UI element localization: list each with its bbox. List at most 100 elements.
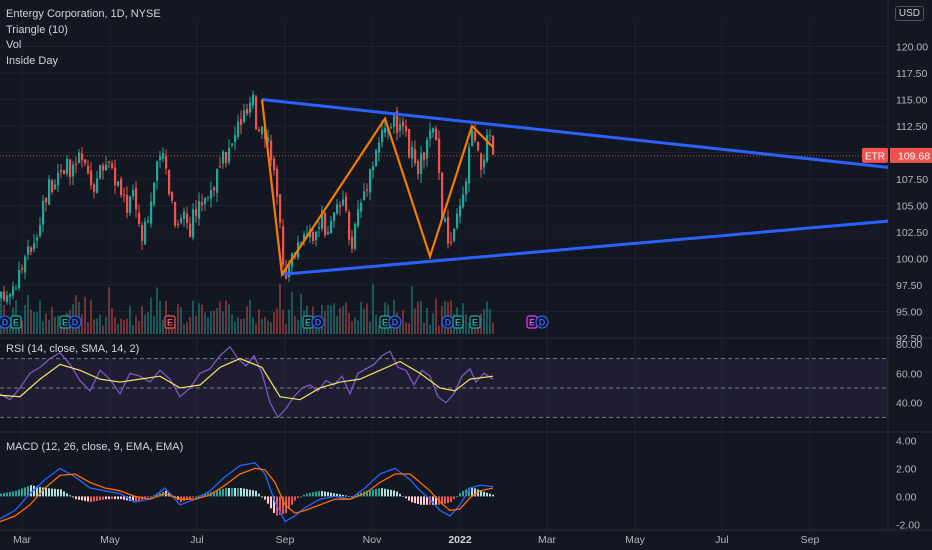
- macd-histogram-bar: [30, 485, 32, 497]
- candle-body: [51, 180, 54, 193]
- candle-body: [246, 108, 249, 114]
- candle-body: [63, 169, 66, 175]
- candle-body: [324, 212, 327, 236]
- macd-histogram-bar: [312, 492, 314, 497]
- candle-body: [408, 129, 411, 158]
- candle-body: [354, 223, 357, 249]
- volume-bar: [156, 287, 158, 334]
- macd-histogram-bar: [147, 496, 149, 498]
- volume-bar: [291, 291, 293, 334]
- volume-bar: [120, 318, 122, 334]
- indicator-volume[interactable]: Vol: [6, 39, 22, 51]
- macd-histogram-bar: [114, 496, 116, 500]
- dividend-event-icon[interactable]: D: [441, 315, 455, 329]
- event-shape: [164, 315, 176, 329]
- volume-bar: [81, 314, 83, 334]
- dividend-event-icon[interactable]: D: [311, 315, 325, 329]
- rsi-legend[interactable]: RSI (14, close, SMA, 14, 2): [6, 343, 140, 355]
- volume-bar: [117, 323, 119, 334]
- volume-bar: [375, 314, 377, 334]
- macd-histogram-bar: [72, 496, 74, 498]
- volume-bar: [102, 325, 104, 334]
- price-tick-label: 105.00: [896, 201, 928, 213]
- event-shape: [388, 315, 402, 329]
- event-shape: [452, 315, 464, 329]
- dividend-event-icon[interactable]: D: [68, 315, 82, 329]
- earnings-event-icon[interactable]: E: [469, 315, 481, 329]
- volume-bar: [399, 321, 401, 334]
- candle-body: [360, 202, 363, 212]
- triangle-pattern: [260, 99, 494, 278]
- macd-histogram-bar: [90, 496, 92, 502]
- candle-body: [333, 212, 336, 221]
- macd-histogram-bar: [417, 496, 419, 504]
- event-label: E: [167, 318, 173, 328]
- earnings-event-icon[interactable]: E: [452, 315, 464, 329]
- volume-bar: [402, 310, 404, 334]
- candle-body: [327, 232, 330, 235]
- volume-bar: [189, 316, 191, 334]
- macd-histogram-bar: [330, 492, 332, 497]
- candle-body: [402, 121, 405, 127]
- candle-body: [237, 121, 240, 137]
- dividend-event-icon[interactable]: D: [535, 315, 549, 329]
- event-label: D: [539, 318, 546, 328]
- chart-title[interactable]: Entergy Corporation, 1D, NYSE: [6, 8, 161, 20]
- candle-body: [486, 134, 489, 162]
- macd-histogram-bar: [420, 496, 422, 505]
- candle-body: [114, 167, 117, 186]
- macd-histogram-bar: [327, 492, 329, 497]
- candle-body: [426, 139, 429, 159]
- volume-bar: [333, 303, 335, 334]
- macd-legend[interactable]: MACD (12, 26, close, 9, EMA, EMA): [6, 441, 184, 453]
- macd-histogram-bar: [18, 489, 20, 497]
- dividend-event-icon[interactable]: D: [388, 315, 402, 329]
- volume-bar: [57, 315, 59, 334]
- volume-bar: [429, 324, 431, 334]
- macd-histogram-bar: [156, 494, 158, 497]
- event-label: D: [445, 318, 452, 328]
- currency-button[interactable]: USD: [894, 6, 924, 21]
- macd-histogram-bar: [255, 490, 257, 497]
- volume-bar: [51, 306, 53, 334]
- volume-bar: [174, 324, 176, 334]
- macd-histogram-bar: [240, 488, 242, 497]
- indicator-inside-day[interactable]: Inside Day: [6, 54, 58, 67]
- volume-bar: [123, 320, 125, 334]
- candle-body: [90, 170, 93, 186]
- volume-bar: [483, 308, 485, 334]
- macd-histogram-bar: [222, 488, 224, 497]
- candle-body: [75, 163, 78, 165]
- time-tick-label: Jul: [190, 534, 203, 546]
- volume-bar: [9, 321, 11, 334]
- earnings-event-icon[interactable]: E: [10, 315, 22, 329]
- volume-bar: [147, 312, 149, 334]
- volume-bar: [381, 323, 383, 334]
- volume-bar: [351, 321, 353, 334]
- candle-body: [54, 184, 57, 190]
- macd-histogram-bar: [345, 495, 347, 497]
- macd-histogram-bar: [159, 493, 161, 497]
- macd-histogram-bar: [315, 491, 317, 497]
- volume-bar: [261, 318, 263, 334]
- price-tick-label: 100.00: [896, 254, 928, 266]
- macd-histogram-bar: [135, 496, 137, 502]
- volume-bar: [354, 317, 356, 334]
- earnings-event-icon[interactable]: E: [164, 315, 176, 329]
- price-tick-label: 112.50: [896, 121, 927, 133]
- candle-body: [216, 169, 219, 193]
- candle-body: [78, 152, 81, 164]
- volume-bar: [45, 313, 47, 334]
- event-label: E: [529, 318, 535, 328]
- indicator-triangle[interactable]: Triangle (10): [6, 23, 68, 36]
- price-tick-label: 107.50: [896, 174, 928, 186]
- candle-body: [174, 202, 177, 226]
- candle-body: [0, 291, 3, 299]
- candle-body: [18, 270, 21, 289]
- candle-body: [30, 247, 33, 252]
- dividend-event-icon[interactable]: D: [0, 315, 12, 329]
- candle-body: [258, 129, 261, 132]
